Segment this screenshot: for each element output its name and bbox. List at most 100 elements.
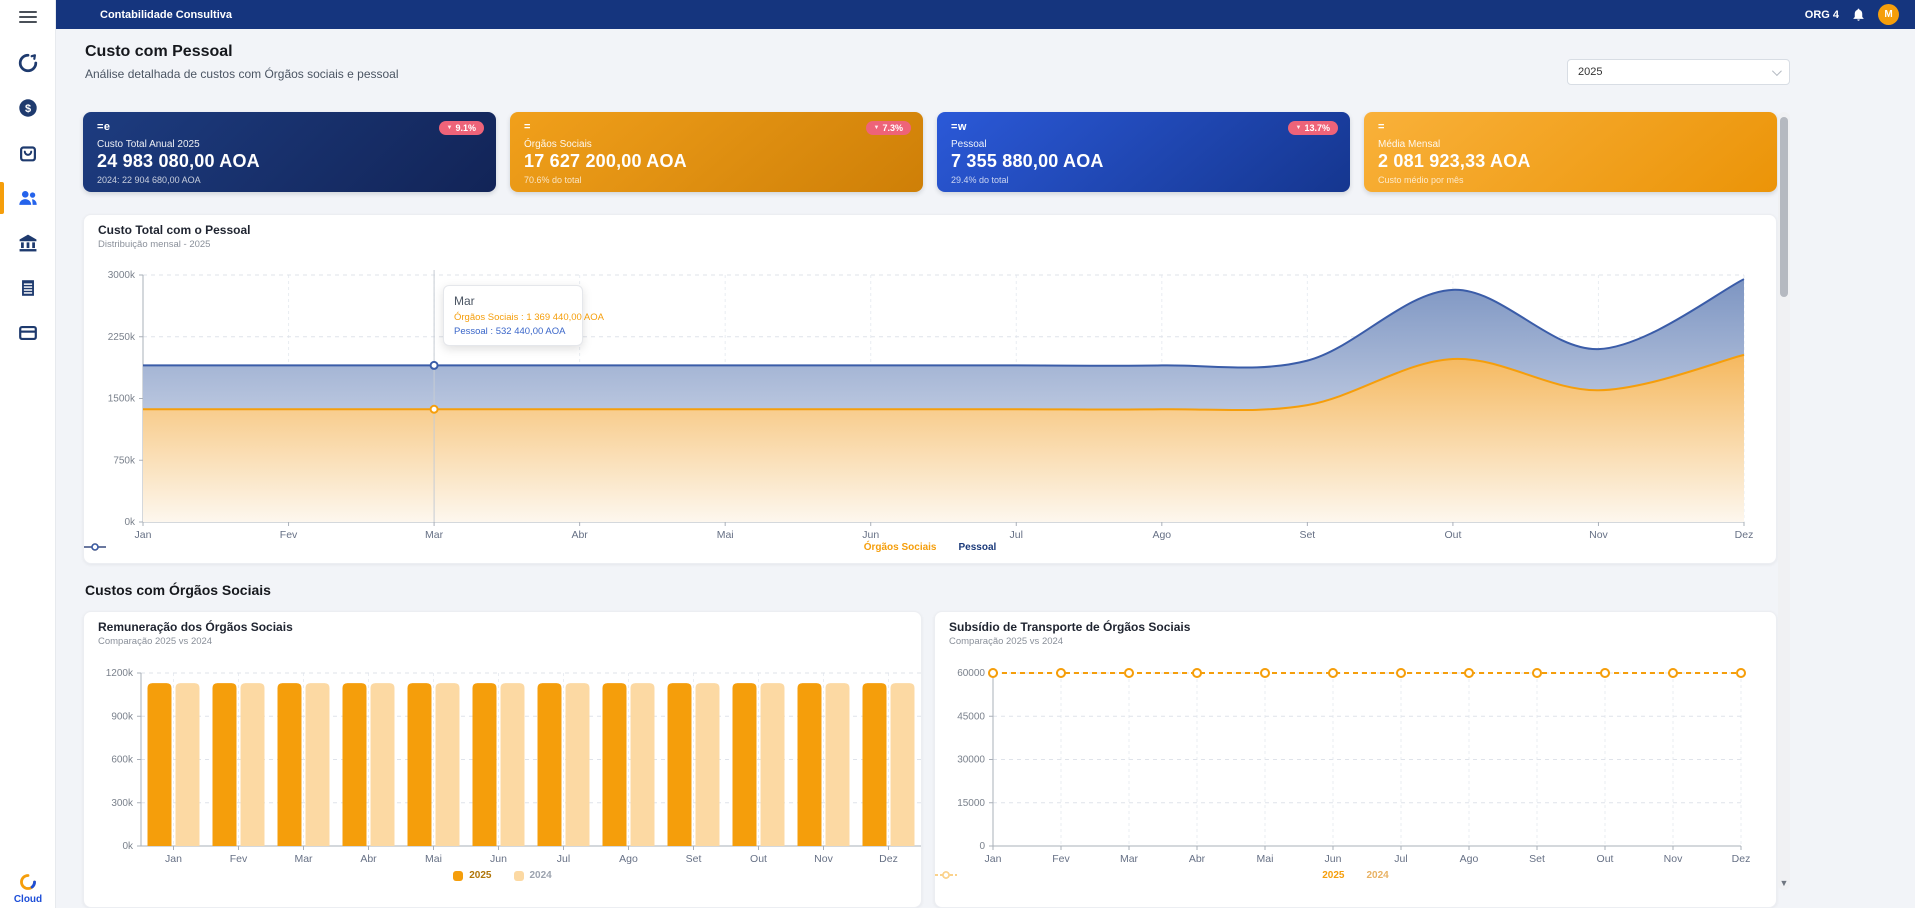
svg-text:Out: Out <box>1597 853 1614 865</box>
legend-item[interactable]: Pessoal <box>959 542 997 553</box>
svg-text:Ago: Ago <box>1460 853 1479 865</box>
kpi-footnote: 2024: 22 904 680,00 AOA <box>97 175 482 185</box>
trend-down-icon: ▼ <box>1296 125 1302 131</box>
tooltip-rows: Órgãos Sociais : 1 369 440,00 AOAPessoal… <box>454 312 572 337</box>
line-chart-legend: 2025 2024 <box>935 870 1776 881</box>
cloud-logo-text: Cloud <box>0 894 56 905</box>
legend-label: Pessoal <box>959 542 997 553</box>
svg-text:Abr: Abr <box>571 529 588 541</box>
line-chart-subtitle: Comparação 2025 vs 2024 <box>949 636 1063 647</box>
svg-text:Jun: Jun <box>862 529 879 541</box>
legend-item[interactable]: Órgãos Sociais <box>864 542 937 553</box>
sidebar: $ <box>0 0 56 908</box>
sync-icon <box>17 52 39 74</box>
legend-label: Órgãos Sociais <box>864 542 937 553</box>
kpi-cards: =e▼9.1%Custo Total Anual 202524 983 080,… <box>83 112 1777 192</box>
svg-text:Fev: Fev <box>230 853 248 865</box>
svg-text:Mai: Mai <box>717 529 734 541</box>
svg-text:Set: Set <box>1299 529 1315 541</box>
sidebar-item-cards[interactable] <box>0 322 55 344</box>
bar-chart-title: Remuneração dos Órgãos Sociais <box>98 620 293 634</box>
svg-text:60000: 60000 <box>957 668 985 679</box>
svg-text:Abr: Abr <box>1189 853 1206 865</box>
notifications-bell-icon[interactable] <box>1851 7 1866 22</box>
legend-item[interactable]: 2024 <box>514 870 552 881</box>
area-chart: 0k750k1500k2250k3000kJanFevMarAbrMaiJunJ… <box>84 215 1778 565</box>
svg-text:Jun: Jun <box>490 853 507 865</box>
kpi-icon: = <box>1378 121 1763 133</box>
legend-item[interactable]: 2025 <box>1322 870 1344 881</box>
svg-text:Jul: Jul <box>1394 853 1407 865</box>
svg-text:Dez: Dez <box>879 853 898 865</box>
bar-chart: 0k300k600k900k1200kJanFevMarAbrMaiJunJul… <box>84 612 923 908</box>
svg-text:Jan: Jan <box>135 529 152 541</box>
svg-text:Ago: Ago <box>619 853 638 865</box>
trend-down-icon: ▼ <box>874 125 880 131</box>
trend-down-icon: ▼ <box>447 125 453 131</box>
svg-text:0k: 0k <box>122 841 134 852</box>
scrollbar-down-arrow-icon[interactable]: ▼ <box>1778 878 1790 888</box>
legend-label: 2024 <box>530 870 552 881</box>
org-selector[interactable]: ORG 4 <box>1805 9 1839 21</box>
svg-text:600k: 600k <box>111 755 134 766</box>
svg-text:45000: 45000 <box>957 711 985 722</box>
svg-text:Jul: Jul <box>1010 529 1023 541</box>
page-title: Custo com Pessoal <box>85 43 233 61</box>
bar-chart-card: Remuneração dos Órgãos Sociais Comparaçã… <box>83 611 922 908</box>
hamburger-menu-icon[interactable] <box>19 8 37 26</box>
card-icon <box>17 322 39 344</box>
legend-item[interactable]: 2024 <box>1367 870 1389 881</box>
kpi-footnote: 29.4% do total <box>951 175 1336 185</box>
svg-text:Mar: Mar <box>1120 853 1139 865</box>
kpi-value: 2 081 923,33 AOA <box>1378 151 1763 172</box>
legend-line-marker-icon <box>935 870 957 880</box>
sidebar-item-sync[interactable] <box>0 52 55 74</box>
people-icon <box>17 187 39 209</box>
year-select[interactable]: 2025 <box>1567 59 1790 85</box>
bar-chart-subtitle: Comparação 2025 vs 2024 <box>98 636 212 647</box>
chevron-down-icon <box>1772 66 1782 76</box>
bank-icon <box>17 232 39 254</box>
legend-line-marker-icon <box>84 542 106 552</box>
svg-text:Out: Out <box>1444 529 1461 541</box>
svg-text:Mai: Mai <box>425 853 442 865</box>
cloud-logo-icon <box>18 873 38 891</box>
svg-text:$: $ <box>24 103 30 115</box>
sidebar-item-finance[interactable]: $ <box>0 97 55 119</box>
sidebar-item-purchases[interactable] <box>0 142 55 164</box>
user-avatar[interactable]: M <box>1878 4 1899 25</box>
svg-text:1500k: 1500k <box>108 394 136 405</box>
year-select-value: 2025 <box>1578 66 1602 78</box>
legend-label: 2024 <box>1367 870 1389 881</box>
bag-icon <box>17 142 39 164</box>
svg-text:Set: Set <box>1529 853 1545 865</box>
kpi-card: =e▼9.1%Custo Total Anual 202524 983 080,… <box>83 112 496 192</box>
sidebar-item-reports[interactable] <box>0 277 55 299</box>
kpi-trend-badge: ▼9.1% <box>439 121 484 135</box>
svg-text:1200k: 1200k <box>106 668 134 679</box>
kpi-value: 24 983 080,00 AOA <box>97 151 482 172</box>
sidebar-item-personnel[interactable] <box>0 187 55 209</box>
svg-text:Mar: Mar <box>425 529 444 541</box>
sidebar-item-bank[interactable] <box>0 232 55 254</box>
tooltip-title: Mar <box>454 294 572 308</box>
kpi-value: 7 355 880,00 AOA <box>951 151 1336 172</box>
svg-text:15000: 15000 <box>957 798 985 809</box>
svg-text:Jun: Jun <box>1325 853 1342 865</box>
svg-text:300k: 300k <box>111 798 134 809</box>
svg-text:0: 0 <box>979 841 985 852</box>
kpi-label: Pessoal <box>951 139 1336 150</box>
svg-text:Nov: Nov <box>1664 853 1683 865</box>
legend-item[interactable]: 2025 <box>453 870 491 881</box>
tooltip-row: Pessoal : 532 440,00 AOA <box>454 326 572 337</box>
scrollbar-thumb[interactable] <box>1780 117 1788 297</box>
svg-text:750k: 750k <box>113 455 136 466</box>
svg-text:Set: Set <box>686 853 702 865</box>
svg-text:Fev: Fev <box>1052 853 1070 865</box>
kpi-card: =w▼13.7%Pessoal7 355 880,00 AOA29.4% do … <box>937 112 1350 192</box>
kpi-icon: =e <box>97 121 482 133</box>
line-chart: 015000300004500060000JanFevMarAbrMaiJunJ… <box>935 612 1778 908</box>
svg-text:Ago: Ago <box>1152 529 1171 541</box>
svg-text:Abr: Abr <box>360 853 377 865</box>
svg-text:900k: 900k <box>111 711 134 722</box>
